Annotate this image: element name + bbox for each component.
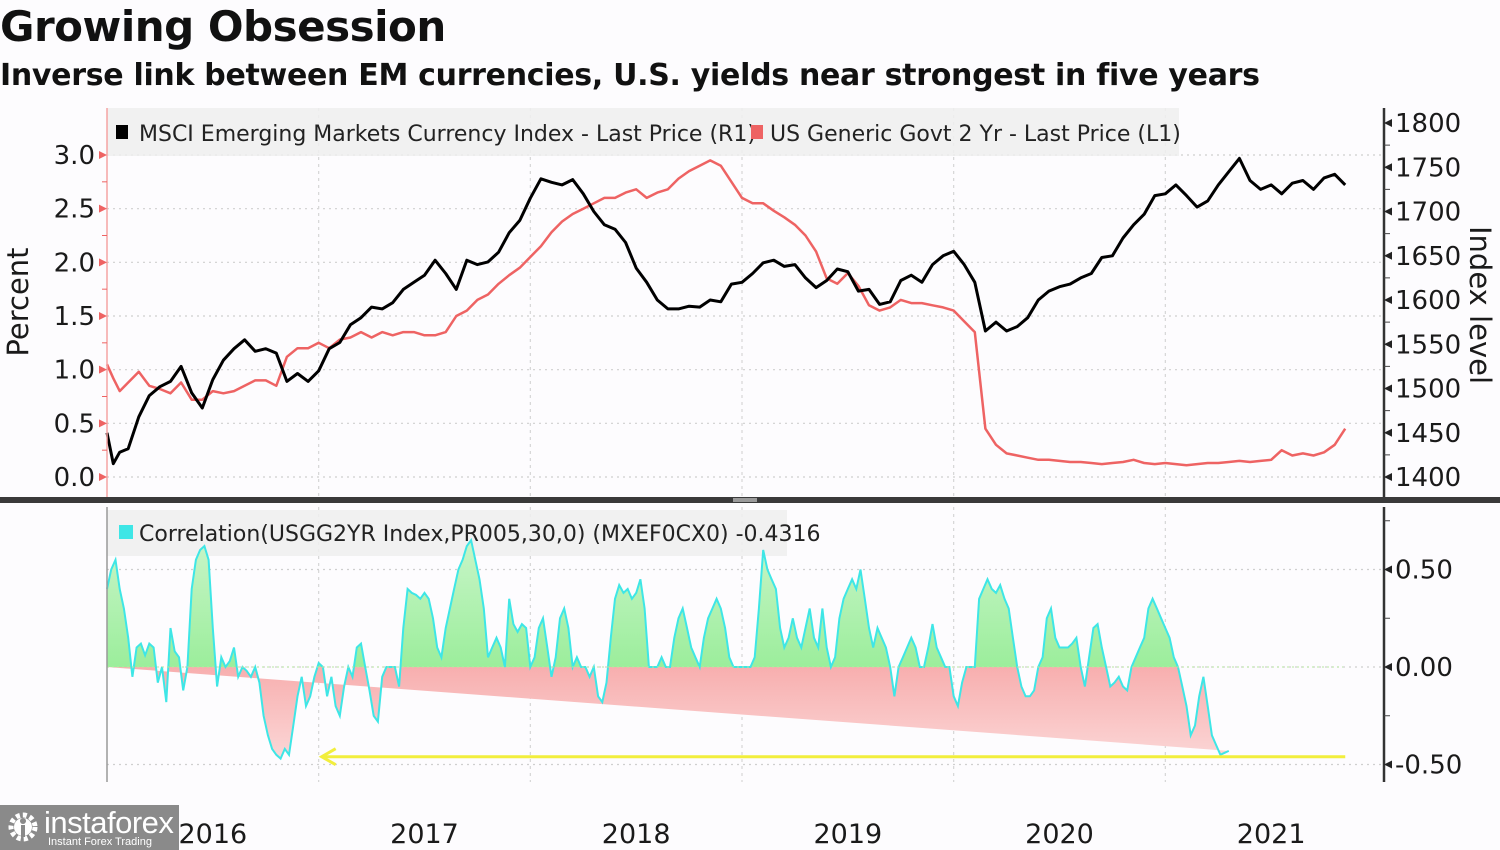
watermark-tagline: Instant Forex Trading (48, 836, 152, 848)
left-tick-mark (99, 365, 107, 374)
right-tick-mark (1384, 163, 1392, 172)
left-tick-label: 0.5 (54, 409, 95, 439)
right-tick-label: 1550 (1395, 330, 1461, 360)
right-tick-label: 1400 (1395, 463, 1461, 493)
x-tick-label: 2021 (1237, 819, 1306, 850)
watermark-logo: instaforex Instant Forex Trading (0, 805, 179, 850)
right-tick-label: 1650 (1395, 242, 1461, 272)
right-tick-mark (1384, 251, 1392, 260)
left-tick-mark (99, 312, 107, 320)
bottom-legend-box (107, 510, 787, 556)
right-axis-title: Index level (1463, 226, 1497, 384)
right-tick-label: 1700 (1395, 198, 1461, 228)
right-tick-label: 1600 (1395, 286, 1461, 316)
left-tick-label: 1.5 (54, 302, 95, 332)
left-tick-label: 3.0 (54, 141, 95, 171)
left-tick-mark (99, 473, 107, 481)
bottom-tick-mark (1384, 760, 1392, 769)
right-tick-mark (1384, 473, 1392, 481)
right-tick-label: 1800 (1395, 109, 1461, 139)
left-tick-mark (99, 204, 107, 213)
legend-swatch-correlation (119, 525, 133, 539)
left-tick-mark (99, 151, 107, 159)
watermark-name: instaforex (44, 805, 174, 840)
right-tick-mark (1384, 296, 1392, 304)
legend-label-us2y: US Generic Govt 2 Yr - Last Price (L1) (770, 122, 1181, 147)
left-tick-mark (99, 258, 107, 267)
bottom-tick-label: 0.00 (1395, 653, 1453, 683)
gear-icon (8, 812, 38, 842)
left-tick-label: 2.5 (54, 195, 95, 225)
left-tick-label: 1.0 (54, 356, 95, 386)
legend-swatch-us2y (751, 125, 763, 139)
left-axis-title: Percent (1, 247, 35, 356)
right-tick-label: 1750 (1395, 153, 1461, 183)
panel-divider-handle[interactable] (733, 498, 757, 502)
right-tick-mark (1384, 119, 1392, 127)
right-tick-mark (1384, 207, 1392, 216)
bottom-tick-mark (1384, 663, 1392, 671)
right-tick-label: 1500 (1395, 375, 1461, 405)
right-tick-mark (1384, 384, 1392, 393)
x-tick-label: 2018 (602, 819, 671, 850)
right-tick-label: 1450 (1395, 419, 1461, 449)
bottom-tick-label: 0.50 (1395, 556, 1453, 586)
chart-title: Growing Obsession (0, 2, 446, 51)
top-legend-box (107, 108, 1179, 156)
legend-label-correlation: Correlation(USGG2YR Index,PR005,30,0) (M… (139, 522, 821, 547)
right-tick-mark (1384, 340, 1392, 349)
correlation-area-positive (107, 540, 1178, 667)
correlation-area-negative (107, 667, 1229, 759)
annotation-arrow-head (318, 747, 337, 767)
series-line-msci (105, 156, 1347, 466)
right-tick-mark (1384, 428, 1392, 437)
legend-label-msci: MSCI Emerging Markets Currency Index - L… (139, 122, 756, 147)
left-tick-label: 2.0 (54, 248, 95, 278)
x-tick-label: 2017 (390, 819, 459, 850)
bottom-tick-mark (1384, 565, 1392, 574)
bottom-tick-label: -0.50 (1395, 751, 1462, 781)
series-line-us2y (105, 159, 1347, 467)
legend-swatch-msci (116, 125, 128, 139)
top-panel-grid (107, 108, 1384, 497)
annotation-arrow (318, 747, 1346, 767)
chart-subtitle: Inverse link between EM currencies, U.S.… (0, 58, 1260, 93)
left-tick-label: 0.0 (54, 463, 95, 493)
x-tick-label: 2016 (178, 819, 247, 850)
x-tick-label: 2019 (813, 819, 882, 850)
left-tick-mark (99, 419, 107, 428)
x-tick-label: 2020 (1025, 819, 1094, 850)
